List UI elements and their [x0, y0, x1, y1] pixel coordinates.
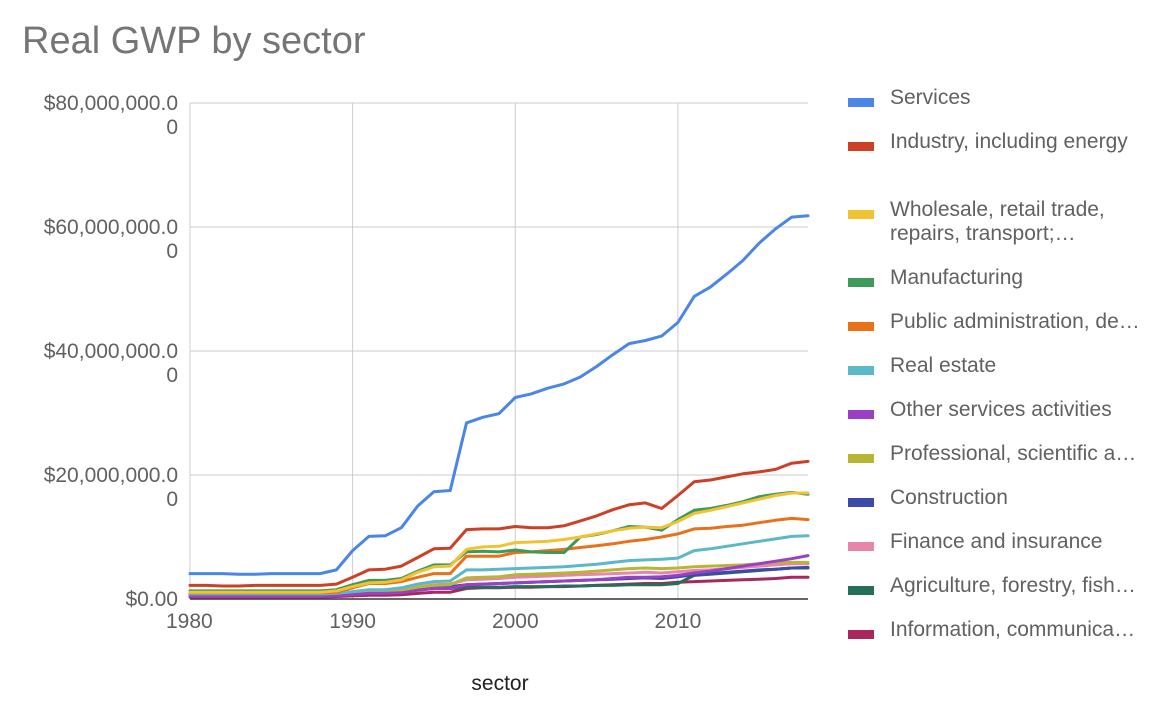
x-axis-label: sector: [471, 672, 528, 695]
legend-label: Public administration, defence, educatio…: [890, 310, 1140, 333]
x-axis-tick-labels: 1980 1990 2000 2010: [166, 610, 701, 633]
legend-swatch: [848, 142, 874, 151]
chart-title: Real GWP by sector: [22, 20, 366, 62]
y-tick-label: 0: [166, 364, 178, 387]
legend-item[interactable]: Construction: [848, 486, 1140, 510]
legend-swatch: [848, 410, 874, 419]
legend-swatch: [848, 278, 874, 287]
legend-label: Information, communication: [890, 618, 1140, 641]
legend-item[interactable]: Information, communication: [848, 618, 1140, 642]
legend-label: Other services activities: [890, 398, 1112, 421]
series-line-1: [188, 459, 810, 588]
y-axis-tick-labels: $0.00$20,000,000.00$40,000,000.00$60,000…: [44, 92, 178, 611]
legend-item[interactable]: Professional, scientific and technical a…: [848, 442, 1140, 466]
y-tick-label: $80,000,000.0: [44, 92, 178, 115]
x-tick-label: 2010: [655, 610, 702, 633]
y-tick-label: $20,000,000.0: [44, 464, 178, 487]
y-tick-label: $40,000,000.0: [44, 340, 178, 363]
legend-swatch: [848, 322, 874, 331]
legend-swatch: [848, 366, 874, 375]
legend-label: Finance and insurance: [890, 530, 1103, 553]
legend-item[interactable]: Real estate: [848, 354, 1140, 378]
legend-label: Construction: [890, 486, 1008, 509]
series-line-6: [188, 554, 810, 598]
series-line-2: [188, 491, 810, 594]
legend-label: Agriculture, forestry, fishing: [890, 574, 1140, 597]
legend-label: Services: [890, 86, 971, 109]
legend-item[interactable]: Other services activities: [848, 398, 1140, 422]
legend-label: Wholesale, retail trade, repairs, transp…: [890, 198, 1105, 245]
legend-item[interactable]: Wholesale, retail trade, repairs, transp…: [848, 198, 1140, 246]
x-tick-label: 1980: [166, 610, 213, 633]
legend-swatch: [848, 454, 874, 463]
y-tick-label: 0: [166, 488, 178, 511]
legend-label: Industry, including energy: [890, 130, 1128, 153]
y-tick-label: $60,000,000.0: [44, 216, 178, 239]
legend-label: Real estate: [890, 354, 997, 377]
legend-item[interactable]: Services: [848, 86, 1140, 110]
legend-label: Professional, scientific and technical a…: [890, 442, 1140, 465]
y-tick-label: 0: [166, 116, 178, 139]
series-line-0: [188, 214, 810, 576]
legend-swatch: [848, 542, 874, 551]
x-tick-label: 1990: [329, 610, 376, 633]
legend-swatch: [848, 630, 874, 639]
series-lines: [188, 214, 810, 599]
legend-label: Manufacturing: [890, 266, 1024, 289]
legend-item[interactable]: Manufacturing: [848, 266, 1140, 290]
legend-swatch: [848, 98, 874, 107]
legend-item[interactable]: Public administration, defence, educatio…: [848, 310, 1140, 334]
legend-item[interactable]: Finance and insurance: [848, 530, 1140, 554]
legend-swatch: [848, 210, 874, 219]
legend-swatch: [848, 586, 874, 595]
grid-lines: [189, 102, 808, 599]
legend-item[interactable]: Agriculture, forestry, fishing: [848, 574, 1140, 598]
legend-item[interactable]: Industry, including energy: [848, 130, 1140, 154]
legend-swatch: [848, 498, 874, 507]
y-tick-label: $0.00: [125, 588, 178, 611]
x-tick-label: 2000: [492, 610, 539, 633]
y-tick-label: 0: [166, 240, 178, 263]
